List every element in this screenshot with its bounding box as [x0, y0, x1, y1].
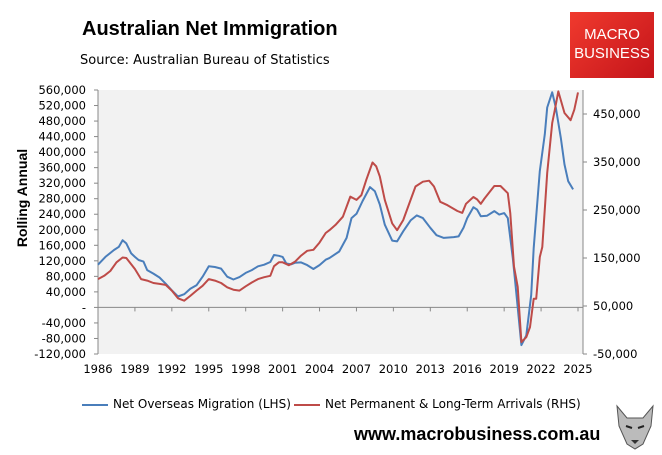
series-line-plt [97, 90, 579, 343]
left-tick-label: 120,000 [38, 254, 86, 268]
x-tick-label: 2001 [268, 362, 297, 376]
left-tick-label: 360,000 [38, 161, 86, 175]
left-tick-label: 320,000 [38, 176, 86, 190]
x-tick-label: 2019 [490, 362, 519, 376]
left-tick-label: 160,000 [38, 238, 86, 252]
left-tick-label: 40,000 [46, 285, 86, 299]
x-tick-label: 2010 [379, 362, 408, 376]
right-tick-label: 350,000 [593, 155, 641, 169]
x-tick-label: 2007 [342, 362, 371, 376]
source-note: Source: Australian Bureau of Statistics [80, 53, 330, 68]
wolf-icon [616, 404, 654, 450]
x-tick-label: 2022 [526, 362, 555, 376]
legend-label-plt: Net Permanent & Long-Term Arrivals (RHS) [325, 397, 581, 411]
legend-item-plt: Net Permanent & Long-Term Arrivals (RHS) [294, 397, 581, 411]
right-tick-label: 150,000 [593, 251, 641, 265]
legend-item-nom: Net Overseas Migration (LHS) [82, 397, 291, 411]
x-tick-label: 1986 [83, 362, 112, 376]
left-tick-label: - [82, 300, 86, 314]
chart-title: Australian Net Immigration [82, 18, 338, 40]
legend-swatch-plt [294, 403, 320, 406]
right-tick-label: 250,000 [593, 203, 641, 217]
left-tick-label: 80,000 [46, 269, 86, 283]
x-tick-label: 1995 [194, 362, 223, 376]
x-tick-label: 1989 [120, 362, 149, 376]
x-tick-label: 2013 [416, 362, 445, 376]
x-tick-label: 1998 [231, 362, 260, 376]
left-tick-label: 480,000 [38, 114, 86, 128]
left-tick-label: 440,000 [38, 130, 86, 144]
left-tick-label: -40,000 [42, 316, 86, 330]
left-tick-label: 240,000 [38, 207, 86, 221]
left-tick-label: 280,000 [38, 192, 86, 206]
plot-area [98, 90, 583, 354]
right-tick-label: 50,000 [593, 299, 633, 313]
x-tick-label: 2025 [563, 362, 592, 376]
legend-swatch-nom [82, 403, 108, 406]
left-tick-label: 200,000 [38, 223, 86, 237]
x-tick-label: 2004 [305, 362, 334, 376]
x-tick-label: 1992 [157, 362, 186, 376]
right-tick-label: 450,000 [593, 107, 641, 121]
right-tick-label: -50,000 [593, 347, 637, 361]
legend-label-nom: Net Overseas Migration (LHS) [113, 397, 291, 411]
x-tick-label: 2016 [453, 362, 482, 376]
left-tick-label: -80,000 [42, 331, 86, 345]
left-tick-label: 560,000 [38, 83, 86, 97]
macrobusiness-logo: MACRO BUSINESS [570, 12, 654, 78]
left-tick-label: 400,000 [38, 145, 86, 159]
left-tick-label: 520,000 [38, 99, 86, 113]
left-tick-label: -120,000 [34, 347, 86, 361]
website-url: www.macrobusiness.com.au [354, 424, 601, 444]
